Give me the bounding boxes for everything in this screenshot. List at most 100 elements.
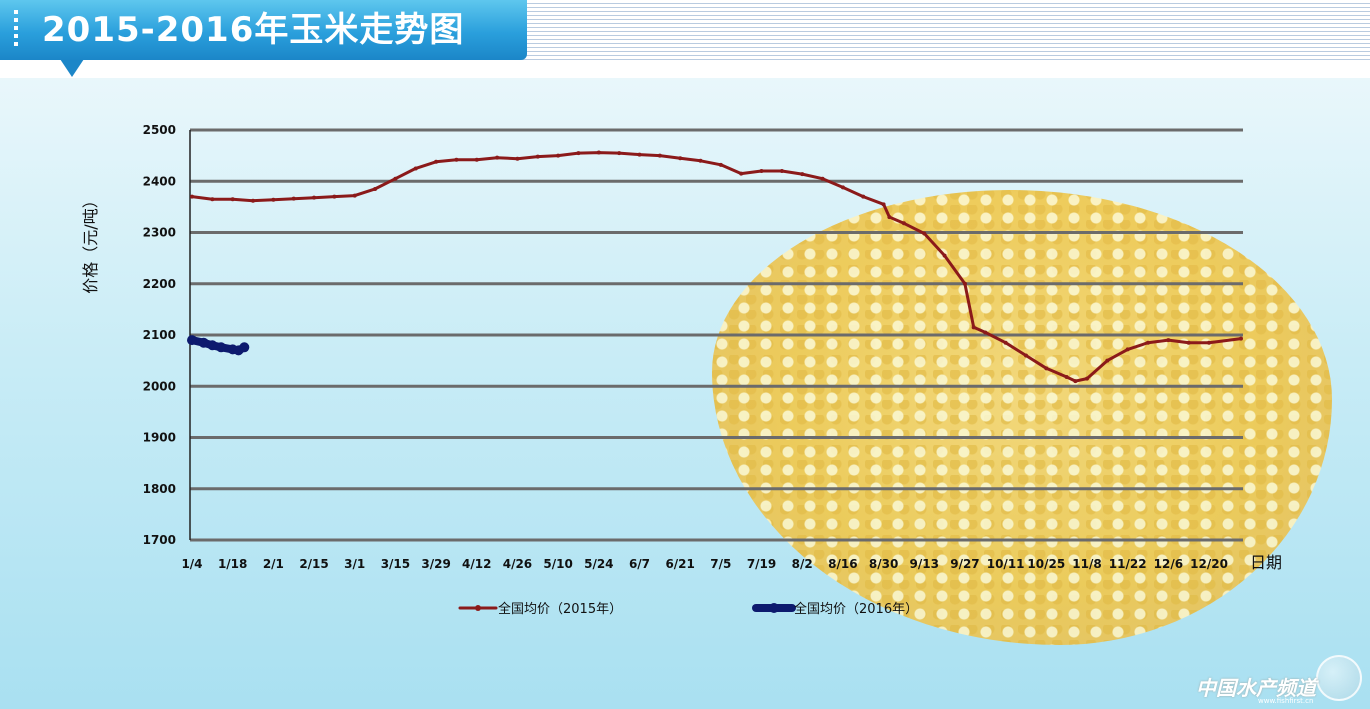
x-tick-label: 9/27 xyxy=(950,557,979,571)
header-decoration-lines xyxy=(520,0,1370,62)
data-point xyxy=(1073,379,1078,384)
title-notch-decoration xyxy=(60,59,84,77)
data-point xyxy=(271,197,276,202)
x-tick-label: 6/7 xyxy=(629,557,650,571)
data-point xyxy=(413,166,418,171)
data-point xyxy=(1084,376,1089,381)
x-tick-label: 5/24 xyxy=(584,557,613,571)
data-point xyxy=(495,155,500,160)
x-tick-label: 3/1 xyxy=(344,557,365,571)
watermark-url: www.fishfirst.cn xyxy=(1258,697,1314,705)
data-point xyxy=(207,340,218,351)
data-point xyxy=(216,342,227,353)
x-tick-label: 7/19 xyxy=(747,557,776,571)
data-point xyxy=(1125,347,1130,352)
data-point xyxy=(596,150,601,155)
x-tick-label: 2/15 xyxy=(299,557,328,571)
x-tick-label: 4/26 xyxy=(503,557,532,571)
data-point xyxy=(983,330,988,335)
data-point xyxy=(901,221,906,226)
x-tick-label: 2/1 xyxy=(263,557,284,571)
data-point xyxy=(352,193,357,198)
data-point xyxy=(1146,340,1151,345)
data-point xyxy=(887,215,892,220)
globe-icon xyxy=(1316,655,1362,701)
y-tick-label: 2200 xyxy=(143,277,176,291)
data-point xyxy=(210,197,215,202)
y-tick-label: 1700 xyxy=(143,533,176,547)
data-point xyxy=(393,176,398,181)
y-tick-label: 2300 xyxy=(143,226,176,240)
data-point xyxy=(1003,340,1008,345)
y-tick-label: 2500 xyxy=(143,123,176,137)
x-tick-label: 12/6 xyxy=(1154,557,1183,571)
data-point xyxy=(576,151,581,156)
series-line-2015 xyxy=(190,151,1243,383)
x-tick-label: 8/16 xyxy=(828,557,857,571)
x-tick-label: 5/10 xyxy=(543,557,572,571)
data-point xyxy=(678,156,683,161)
data-point xyxy=(230,197,235,202)
x-tick-label: 4/12 xyxy=(462,557,491,571)
x-tick-label: 3/15 xyxy=(381,557,410,571)
data-point xyxy=(190,194,194,199)
data-point xyxy=(922,231,927,236)
data-point xyxy=(251,198,256,203)
data-point xyxy=(698,158,703,163)
x-tick-label: 9/13 xyxy=(910,557,939,571)
data-point xyxy=(556,153,561,158)
legend-marker xyxy=(475,605,481,611)
data-point xyxy=(1166,338,1171,343)
x-tick-label: 12/20 xyxy=(1190,557,1228,571)
data-point xyxy=(840,185,845,190)
data-point xyxy=(942,253,947,258)
data-point xyxy=(779,169,784,173)
title-tab: 2015-2016年玉米走势图 xyxy=(0,0,527,60)
data-point xyxy=(1186,340,1191,345)
grid-layer xyxy=(190,128,1243,542)
data-point xyxy=(198,337,209,348)
data-point xyxy=(962,281,967,286)
data-point xyxy=(291,196,296,201)
x-tick-label: 6/21 xyxy=(665,557,694,571)
legend-label: 全国均价（2016年） xyxy=(794,601,918,617)
x-axis-title: 日期 xyxy=(1250,553,1282,572)
series-layer xyxy=(187,150,1243,384)
data-point xyxy=(820,176,825,181)
y-axis-title: 价格（元/吨） xyxy=(81,192,100,293)
x-tick-label: 8/2 xyxy=(792,557,813,571)
y-tick-label: 2000 xyxy=(143,379,176,393)
x-tick-label: 7/5 xyxy=(710,557,731,571)
legend-marker xyxy=(769,603,779,613)
data-point xyxy=(187,335,197,346)
x-tick-label: 1/4 xyxy=(181,557,202,571)
x-tick-label: 3/29 xyxy=(421,557,450,571)
y-tick-label: 1900 xyxy=(143,431,176,445)
data-point xyxy=(1064,375,1069,380)
data-point xyxy=(718,162,723,167)
data-point xyxy=(800,172,805,177)
legend-label: 全国均价（2015年） xyxy=(498,601,622,617)
x-tick-label: 11/8 xyxy=(1072,557,1101,571)
data-point xyxy=(515,156,520,161)
legend: 全国均价（2015年） 全国均价（2016年） xyxy=(458,601,918,617)
data-point xyxy=(434,159,439,164)
x-tick-label: 10/11 xyxy=(987,557,1025,571)
y-tick-label: 2100 xyxy=(143,328,176,342)
x-tick-label: 1/18 xyxy=(218,557,247,571)
data-point xyxy=(861,194,866,199)
y-tick-label: 2400 xyxy=(143,174,176,188)
label-layer: 1700 1800 1900 2000 2100 2200 2300 2400 2500 1/4 1… xyxy=(81,123,1282,572)
data-point xyxy=(971,325,976,330)
data-point xyxy=(1044,366,1049,371)
x-tick-label: 11/22 xyxy=(1109,557,1147,571)
data-point xyxy=(1207,340,1212,345)
data-point xyxy=(637,152,642,157)
data-point xyxy=(739,171,744,176)
data-point xyxy=(332,194,337,199)
data-point xyxy=(617,151,622,156)
page-title: 2015-2016年玉米走势图 xyxy=(42,10,465,50)
data-point xyxy=(474,157,479,162)
data-point xyxy=(759,169,764,173)
